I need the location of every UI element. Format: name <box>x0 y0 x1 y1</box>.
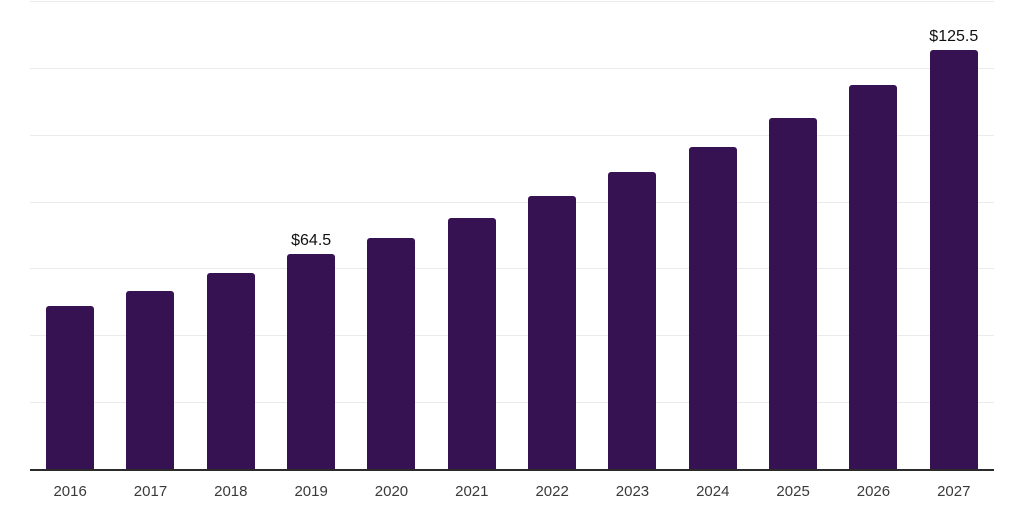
bar-2017 <box>126 290 175 470</box>
gridline <box>30 201 994 203</box>
bar-2019 <box>287 254 336 470</box>
bar-2018 <box>206 273 255 470</box>
data-label-2019: $64.5 <box>291 232 332 250</box>
gridline <box>30 335 994 337</box>
bars-row: $64.5 $125.5 <box>30 2 994 470</box>
bar-2023 <box>608 172 657 470</box>
gridline <box>30 134 994 136</box>
gridline <box>30 402 994 404</box>
bar-slot-2026 <box>833 2 913 470</box>
bar-slot-2021 <box>432 2 512 470</box>
x-tick-label-2022: 2022 <box>535 483 569 500</box>
x-tick-label-2018: 2018 <box>214 483 248 500</box>
bar-2026 <box>849 85 898 470</box>
x-tick-label-2023: 2023 <box>615 483 650 500</box>
data-label-2027: $125.5 <box>929 28 979 46</box>
bar-slot-2023 <box>592 2 672 470</box>
bar-2020 <box>367 238 416 470</box>
bar-slot-2020 <box>351 2 431 470</box>
bar-slot-2024 <box>673 2 753 470</box>
bar-slot-2017 <box>110 2 190 470</box>
bar-2024 <box>688 146 737 470</box>
x-tick-label-2016: 2016 <box>53 483 87 500</box>
bar-2021 <box>447 218 496 470</box>
x-tick-label-2019: 2019 <box>294 483 328 500</box>
bar-slot-2025 <box>753 2 833 470</box>
bar-2027 <box>929 50 978 470</box>
bar-2016 <box>46 306 95 470</box>
x-tick-label-2021: 2021 <box>455 483 489 500</box>
x-tick-label-2020: 2020 <box>374 483 409 500</box>
x-tick-label-2017: 2017 <box>133 483 168 500</box>
bar-2025 <box>769 118 818 470</box>
x-tick-label-2027: 2027 <box>937 483 971 500</box>
bar-2022 <box>528 196 577 470</box>
bar-slot-2027: $125.5 <box>914 2 994 470</box>
gridline <box>30 268 994 270</box>
x-tick-label-2026: 2026 <box>856 483 891 500</box>
gridline <box>30 67 994 69</box>
gridline <box>30 1 994 2</box>
x-tick-label-2024: 2024 <box>696 483 730 500</box>
x-axis-labels: 2016 2017 2018 2019 2020 2021 2022 2023 2024 2025… <box>30 482 994 502</box>
bar-slot-2016 <box>30 2 110 470</box>
x-axis-line <box>30 469 994 471</box>
bar-slot-2022 <box>512 2 592 470</box>
bar-slot-2019: $64.5 <box>271 2 351 470</box>
plot-area: $64.5 $125.5 <box>30 1 994 471</box>
bar-slot-2018 <box>191 2 271 470</box>
x-tick-label-2025: 2025 <box>776 483 810 500</box>
